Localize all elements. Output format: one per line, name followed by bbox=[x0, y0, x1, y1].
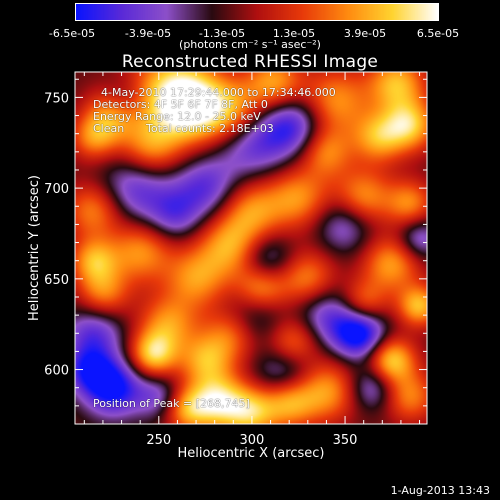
energy-range-annotation: Energy Range: 12.0 - 25.0 keV bbox=[93, 110, 261, 123]
y-tick-label: 650 bbox=[44, 273, 69, 288]
colorbar-tick-label: -3.9e-05 bbox=[124, 27, 172, 40]
peak-position-annotation: Position of Peak = [268,745] bbox=[93, 397, 250, 410]
plot-frame bbox=[74, 71, 428, 425]
plot-area bbox=[75, 72, 427, 424]
colorbar-tick-label: 3.9e-05 bbox=[343, 27, 387, 40]
footer-timestamp: 1-Aug-2013 13:43 bbox=[390, 484, 490, 497]
chart-title: Reconstructed RHESSI Image bbox=[121, 52, 379, 72]
axis-ticks: 250 300 350 600 650 700 750 bbox=[44, 72, 427, 448]
y-tick-label: 750 bbox=[44, 91, 69, 106]
x-tick-label: 300 bbox=[240, 433, 265, 448]
heatmap-image bbox=[75, 72, 427, 424]
method-annotation: Clean bbox=[93, 122, 125, 135]
x-axis-label: Heliocentric X (arcsec) bbox=[178, 446, 325, 461]
colorbar-tick-label: 6.5e-05 bbox=[416, 27, 460, 40]
colorbar bbox=[75, 3, 439, 21]
colorbar-unit-label: (photons cm⁻² s⁻¹ asec⁻²) bbox=[179, 38, 321, 51]
colorbar-tick-label: -1.3e-05 bbox=[198, 27, 246, 40]
y-tick-label: 600 bbox=[44, 364, 69, 379]
colorbar-tick-label: -6.5e-05 bbox=[48, 27, 96, 40]
y-axis-label: Heliocentric Y (arcsec) bbox=[27, 175, 42, 321]
y-tick-label: 700 bbox=[44, 182, 69, 197]
x-tick-label: 350 bbox=[333, 433, 358, 448]
colorbar-tick-label: 1.3e-05 bbox=[272, 27, 316, 40]
detectors-annotation: Detectors: 4F 5F 6F 7F 8F, Att 0 bbox=[93, 98, 268, 111]
total-counts-annotation: Total counts: 2.18E+03 bbox=[146, 122, 274, 135]
time-range-annotation: 4-May-2010 17:29:44.000 to 17:34:46.000 bbox=[101, 86, 336, 99]
x-tick-label: 250 bbox=[146, 433, 171, 448]
